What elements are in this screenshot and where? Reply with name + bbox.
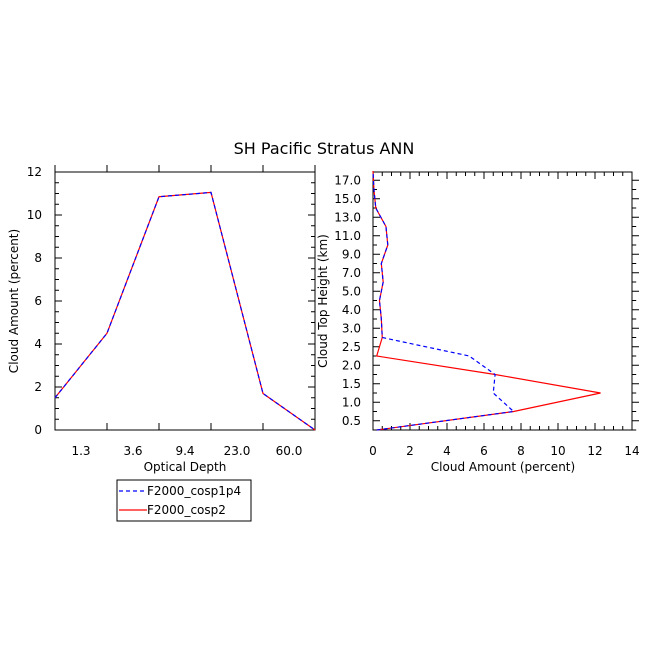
left-y-axis-title: Cloud Amount (percent) xyxy=(7,229,21,373)
legend-label-cosp1p4: F2000_cosp1p4 xyxy=(147,484,241,498)
left-plot-frame xyxy=(54,171,316,431)
right-tick-marks xyxy=(372,172,639,431)
right-panel-cloud-top-height: 0 2 4 6 8 10 12 14 0.5 1.0 1.5 2.0 2.5 3.0 4.0 5.0 7.0 9.… xyxy=(316,170,640,474)
right-series-lines xyxy=(372,170,601,431)
left-x-tick-label: 23.0 xyxy=(224,444,251,458)
left-y-tick-label: 12 xyxy=(27,165,42,179)
right-y-tick-label: 2.0 xyxy=(342,358,361,372)
right-y-tick-label: 1.5 xyxy=(342,377,361,391)
right-y-axis-title: Cloud Top Height (km) xyxy=(316,234,330,368)
legend-box xyxy=(116,479,252,522)
left-y-tick-label: 8 xyxy=(34,251,42,265)
right-y-tick-label: 2.5 xyxy=(342,340,361,354)
right-x-tick-label: 14 xyxy=(624,444,639,458)
right-x-tick-label: 4 xyxy=(443,444,451,458)
right-series-line xyxy=(372,170,515,431)
left-x-tick-label: 9.4 xyxy=(175,444,194,458)
right-x-tick-label: 2 xyxy=(406,444,414,458)
right-x-tick-label: 0 xyxy=(369,444,377,458)
left-tick-labels: 1.3 3.6 9.4 23.0 60.0 0 2 4 6 8 10 12 xyxy=(27,165,303,458)
right-x-tick-label: 6 xyxy=(480,444,488,458)
left-tick-marks xyxy=(54,165,316,431)
right-y-tick-label: 3.0 xyxy=(342,321,361,335)
left-series-line xyxy=(54,191,316,431)
left-x-tick-label: 3.6 xyxy=(123,444,142,458)
left-series-lines xyxy=(54,191,316,431)
right-x-axis-title: Cloud Amount (percent) xyxy=(431,460,575,474)
right-series-line xyxy=(372,170,601,431)
left-y-tick-label: 0 xyxy=(34,423,42,437)
legend: F2000_cosp1p4 F2000_cosp2 xyxy=(116,479,252,522)
right-x-tick-label: 8 xyxy=(517,444,525,458)
left-y-tick-label: 10 xyxy=(27,208,42,222)
left-y-tick-label: 2 xyxy=(34,380,42,394)
right-y-tick-label: 4.0 xyxy=(342,303,361,317)
right-x-tick-label: 12 xyxy=(587,444,602,458)
right-y-tick-label: 1.0 xyxy=(342,395,361,409)
right-y-tick-label: 15.0 xyxy=(334,192,361,206)
right-y-tick-label: 13.0 xyxy=(334,210,361,224)
right-y-tick-label: 5.0 xyxy=(342,284,361,298)
right-tick-labels: 0 2 4 6 8 10 12 14 0.5 1.0 1.5 2.0 2.5 3.0 4.0 5.0 7.0 9.… xyxy=(334,173,639,458)
figure-title: SH Pacific Stratus ANN xyxy=(234,139,415,158)
right-y-tick-label: 7.0 xyxy=(342,266,361,280)
right-x-tick-label: 10 xyxy=(550,444,565,458)
left-y-tick-label: 6 xyxy=(34,294,42,308)
left-panel-optical-depth: 1.3 3.6 9.4 23.0 60.0 0 2 4 6 8 10 12 Optical Depth… xyxy=(7,165,316,474)
right-y-tick-label: 11.0 xyxy=(334,229,361,243)
right-y-tick-label: 0.5 xyxy=(342,414,361,428)
left-y-tick-label: 4 xyxy=(34,337,42,351)
left-series-line xyxy=(54,191,316,431)
right-y-tick-label: 17.0 xyxy=(334,173,361,187)
legend-label-cosp2: F2000_cosp2 xyxy=(147,503,226,517)
left-x-axis-title: Optical Depth xyxy=(144,460,227,474)
left-x-tick-label: 1.3 xyxy=(71,444,90,458)
left-x-tick-label: 60.0 xyxy=(276,444,303,458)
right-y-tick-label: 9.0 xyxy=(342,247,361,261)
